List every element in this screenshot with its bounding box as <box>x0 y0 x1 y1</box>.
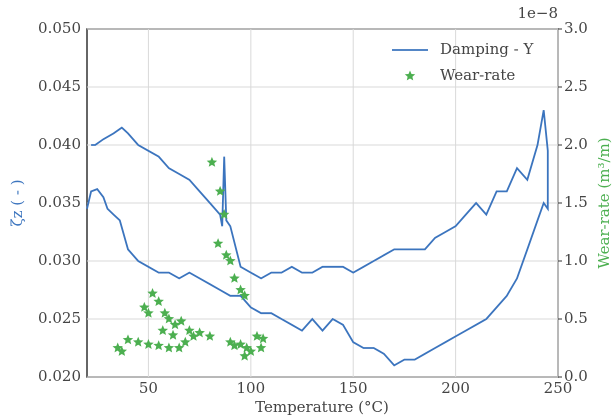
damping-line <box>86 110 549 367</box>
y-tick-label: 0.030 <box>38 251 81 269</box>
y-tick-label: 0.020 <box>38 367 81 385</box>
wear-rate-point <box>116 346 127 356</box>
wear-rate-point <box>229 340 240 351</box>
wear-rate-point <box>167 329 179 340</box>
grid <box>87 28 559 378</box>
wear-rate-point <box>188 330 199 341</box>
y2-tick-label: 3.0 <box>564 19 588 37</box>
wear-rate-point <box>163 342 175 353</box>
wear-rate-point <box>235 339 246 349</box>
wear-rate-point <box>147 288 158 298</box>
x-tick-label: 250 <box>544 379 573 397</box>
x-tick-label: 200 <box>441 379 470 397</box>
wear-rate-point <box>169 319 181 330</box>
y2-tick-label: 2.5 <box>564 77 588 95</box>
y-tick-label: 0.045 <box>38 77 81 95</box>
wear-rate-point <box>225 255 236 266</box>
wear-rate-point <box>159 307 170 318</box>
wear-rate-point <box>212 238 224 248</box>
wear-rate-point <box>176 315 187 326</box>
wear-rate-point <box>235 284 246 295</box>
wear-rate-point <box>163 313 175 324</box>
wear-rate-point <box>229 272 240 283</box>
wear-rate-point <box>206 156 218 167</box>
wear-rate-point <box>245 346 257 356</box>
y-tick-label: 0.025 <box>38 309 81 327</box>
wear-rate-point <box>239 290 250 301</box>
wear-rate-point <box>173 342 185 353</box>
y-tick-label: 0.040 <box>38 135 81 153</box>
wear-rate-point <box>257 333 269 344</box>
wear-rate-point <box>153 340 164 351</box>
wear-rate-point <box>219 209 230 219</box>
wear-rate-point <box>157 325 168 335</box>
wear-rate-point <box>133 336 144 347</box>
wear-rate-point <box>153 296 164 306</box>
y2-axis-label: Wear-rate (m³/m) <box>595 137 613 268</box>
x-axis-label: Temperature (°C) <box>255 398 389 416</box>
wear-rate-point <box>143 307 154 318</box>
wear-rate-point <box>239 350 250 361</box>
y2-tick-label: 0.0 <box>564 367 588 385</box>
wear-rate-point <box>184 325 195 335</box>
y2-tick-label: 2.0 <box>564 135 588 153</box>
y2-offset-text: 1e−8 <box>517 4 558 22</box>
wear-rate-point <box>255 342 267 353</box>
wear-rate-point <box>122 334 134 345</box>
legend-label: Wear-rate <box>440 66 515 84</box>
wear-rate-point <box>180 336 191 347</box>
x-tick-label: 50 <box>139 379 158 397</box>
x-tick-label: 100 <box>237 379 266 397</box>
y2-tick-label: 1.0 <box>564 251 588 269</box>
y-tick-label: 0.035 <box>38 193 81 211</box>
legend-marker <box>404 70 416 81</box>
wear-rate-point <box>221 249 232 260</box>
y2-tick-label: 1.5 <box>564 193 588 211</box>
wear-rate-point <box>214 185 226 196</box>
wear-rate-point <box>139 301 150 312</box>
wear-rate-point <box>143 339 154 349</box>
y-tick-label: 0.050 <box>38 19 81 37</box>
x-tick-label: 150 <box>339 379 368 397</box>
y2-tick-label: 0.5 <box>564 309 588 327</box>
wear-rate-point <box>204 330 216 341</box>
y-axis-label: ζz ( - ) <box>8 179 26 226</box>
legend-label: Damping - Y <box>440 40 534 58</box>
